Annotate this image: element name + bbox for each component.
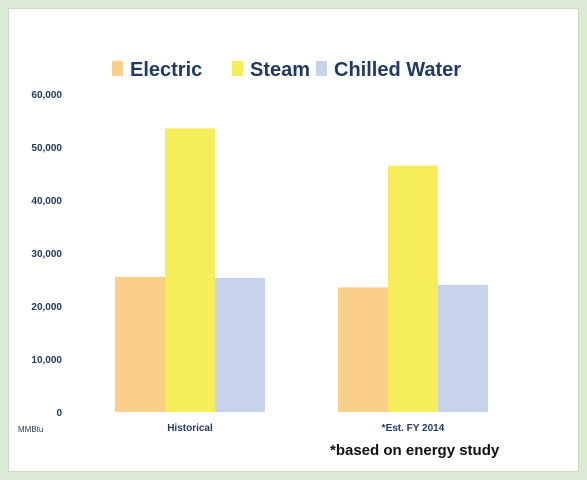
legend-swatch-chilled-water xyxy=(316,61,327,76)
y-tick-label: 60,000 xyxy=(31,90,62,101)
y-tick-label: 40,000 xyxy=(31,196,62,207)
y-tick-label: 30,000 xyxy=(31,249,62,260)
legend-label-electric: Electric xyxy=(130,59,202,81)
bar-electric-1 xyxy=(338,287,388,412)
legend-label-chilled-water: Chilled Water xyxy=(334,59,461,81)
y-tick-label: 10,000 xyxy=(31,355,62,366)
x-axis: Historical *Est. FY 2014 xyxy=(167,423,445,434)
y-axis: 0 10,000 20,000 30,000 40,000 50,000 60,000 xyxy=(31,90,62,419)
y-tick-label: 20,000 xyxy=(31,302,62,313)
legend-swatch-steam xyxy=(232,61,243,76)
y-tick-label: 50,000 xyxy=(31,143,62,154)
x-category-label: *Est. FY 2014 xyxy=(382,423,445,434)
legend-label-steam: Steam xyxy=(250,59,310,81)
legend-swatch-electric xyxy=(112,61,123,76)
bar-electric-0 xyxy=(115,276,165,412)
y-unit-label: MMBtu xyxy=(18,425,43,434)
legend: Electric Steam Chilled Water xyxy=(112,59,461,81)
bar-chilled-water-0 xyxy=(215,277,265,412)
y-tick-label: 0 xyxy=(56,408,62,419)
bar-chilled-water-1 xyxy=(438,284,488,412)
footnote: *based on energy study xyxy=(330,442,500,459)
bar-steam-0 xyxy=(165,128,215,412)
bar-steam-1 xyxy=(388,165,438,412)
bars xyxy=(115,128,488,412)
x-category-label: Historical xyxy=(167,423,213,434)
